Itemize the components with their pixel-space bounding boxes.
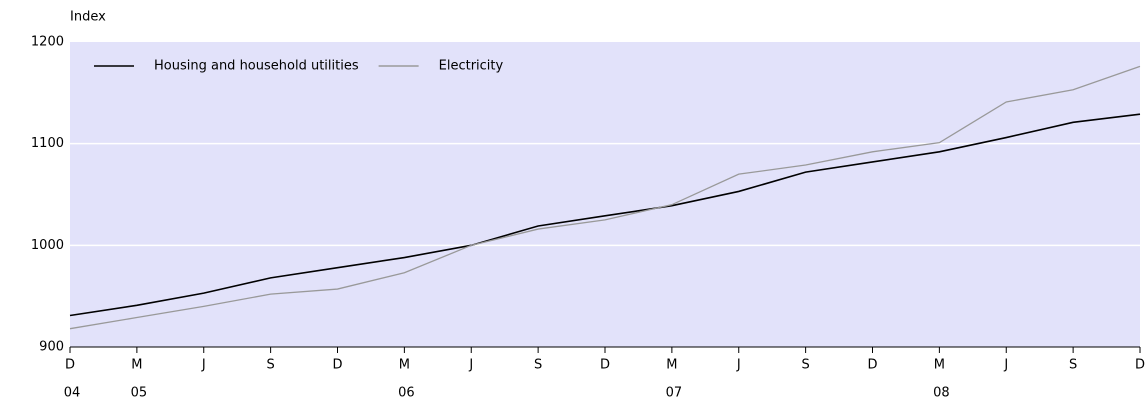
- legend-label: Electricity: [439, 59, 504, 74]
- x-tick-label: S: [1069, 358, 1077, 373]
- x-tick-label: S: [801, 358, 809, 373]
- x-tick-label: D: [600, 358, 610, 373]
- year-label: 04: [64, 386, 81, 401]
- x-tick-label: M: [666, 358, 677, 373]
- y-axis-label: Index: [70, 10, 106, 25]
- year-label: 06: [398, 386, 415, 401]
- x-tick-label: D: [65, 358, 75, 373]
- x-tick-label: M: [399, 358, 410, 373]
- x-tick-label: S: [534, 358, 542, 373]
- x-tick-label: S: [266, 358, 274, 373]
- x-tick-label: M: [131, 358, 142, 373]
- y-tick-label: 1200: [31, 35, 64, 50]
- plot-background: [70, 42, 1140, 347]
- x-tick-label: J: [736, 358, 741, 373]
- legend-label: Housing and household utilities: [154, 59, 359, 74]
- x-tick-label: J: [468, 358, 473, 373]
- x-tick-label: J: [201, 358, 206, 373]
- x-tick-label: M: [934, 358, 945, 373]
- y-tick-label: 1100: [31, 136, 64, 151]
- year-label: 08: [933, 386, 950, 401]
- x-tick-label: J: [1003, 358, 1008, 373]
- series-line: [69, 65, 1141, 330]
- y-tick-label: 1000: [31, 238, 64, 253]
- y-tick-label: 900: [39, 340, 64, 355]
- x-tick-label: D: [332, 358, 342, 373]
- x-tick-label: D: [1135, 358, 1145, 373]
- year-label: 07: [666, 386, 683, 401]
- year-label: 05: [131, 386, 148, 401]
- series-line: [69, 113, 1141, 317]
- x-tick-label: D: [867, 358, 877, 373]
